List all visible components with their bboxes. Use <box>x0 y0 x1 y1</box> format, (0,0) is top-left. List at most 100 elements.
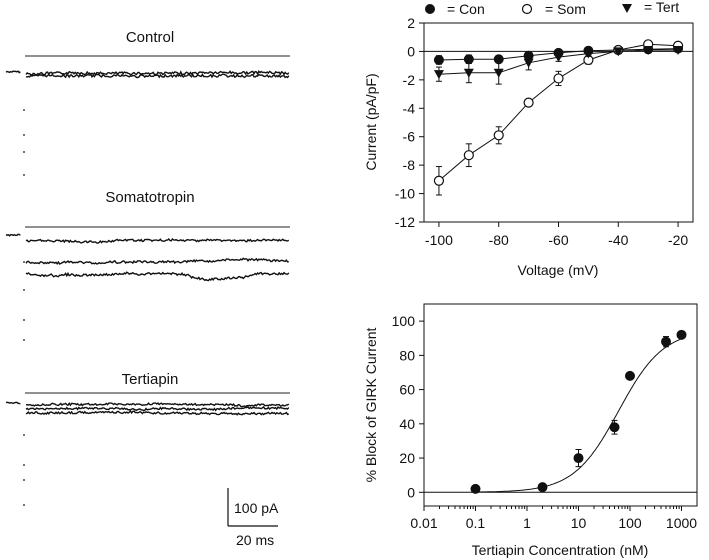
dose-response-chart: 0 20 40 60 80 100 0.01 0.1 1 10 100 1000 Tertiapin … <box>363 303 698 558</box>
iv-series <box>433 39 684 196</box>
dr-y-axis-label: % Block of GIRK Current <box>363 327 379 482</box>
dr-x-tick-label: 10 <box>571 515 587 531</box>
iv-y-axis-label: Current (pA/pF) <box>363 73 379 170</box>
dr-y-tick-label: 40 <box>399 416 415 432</box>
iv-point-som <box>523 97 534 108</box>
legend-som-marker <box>521 3 533 15</box>
capacitive-artifact-somatotropin-0 <box>23 261 25 263</box>
dr-axes: 0 20 40 60 80 100 0.01 0.1 1 10 100 1000 <box>392 313 698 531</box>
dr-y-tick-label: 80 <box>399 347 415 363</box>
iv-line-som <box>438 43 679 182</box>
dr-point <box>470 483 481 494</box>
iv-y-tick-label: -2 <box>403 72 416 88</box>
iv-point-som <box>433 175 445 186</box>
legend-marker-som <box>521 3 533 15</box>
capacitive-artifact-tertiapin-2 <box>23 479 25 481</box>
dr-fit-curve <box>475 338 681 493</box>
iv-point-tert <box>643 46 654 56</box>
iv-y-tick-label: -8 <box>403 157 416 173</box>
trace-control <box>25 70 290 76</box>
legend-label-con: = Con <box>447 1 485 17</box>
iv-x-tick-label: -80 <box>489 232 509 248</box>
trace-tertiapin-pre <box>5 401 21 405</box>
iv-x-axis-label: Voltage (mV) <box>518 262 599 278</box>
trace-tertiapin-2 <box>25 405 290 412</box>
iv-axes: -12-10-8-6-4-202-100 -80 -60 -40 -20 <box>395 15 693 248</box>
dr-y-tick-label: 0 <box>407 484 415 500</box>
dr-y-tick-label: 100 <box>392 313 416 329</box>
dr-point <box>537 482 548 493</box>
iv-chart: = Con = Som = Tert -12-10-8-6-4-202-100-… <box>363 0 694 278</box>
iv-x-tick-label: -60 <box>548 232 568 248</box>
iv-point-con <box>433 54 444 65</box>
dr-x-tick-label: 0.01 <box>410 515 437 531</box>
iv-point-tert <box>583 49 594 59</box>
trace-somatotropin-pre <box>5 233 21 237</box>
iv-point-tert <box>613 47 624 57</box>
legend-label-som: = Som <box>545 1 586 17</box>
dr-point <box>624 370 635 381</box>
trace-tertiapin-1 <box>25 401 290 408</box>
current-traces <box>5 70 290 506</box>
iv-y-tick-label: -4 <box>403 100 416 116</box>
capacitive-artifact-tertiapin-0 <box>23 434 25 436</box>
capacitive-artifact-somatotropin-1 <box>23 289 25 291</box>
trace-control-pre <box>5 70 21 74</box>
trace-tertiapin-3 <box>25 409 289 416</box>
iv-point-tert <box>433 70 444 80</box>
label-tertiapin: Tertiapin <box>122 371 179 388</box>
dr-point <box>660 336 671 347</box>
legend-label-tert: = Tert <box>644 0 679 15</box>
iv-point-tert <box>673 46 684 56</box>
dr-plot-frame <box>423 303 698 507</box>
trace-somatotropin-2 <box>25 257 289 265</box>
dr-x-tick-label: 100 <box>618 515 642 531</box>
capacitive-artifact-tertiapin-1 <box>23 464 25 466</box>
capacitive-artifact-control-0 <box>23 109 25 111</box>
capacitive-artifact-somatotropin-2 <box>23 319 25 321</box>
trace-somatotropin-3 <box>25 271 290 282</box>
iv-x-tick-label: -100 <box>425 232 453 248</box>
capacitive-artifact-control-1 <box>23 134 25 136</box>
capacitive-artifact-control-3 <box>23 174 25 176</box>
iv-y-tick-label: 2 <box>407 15 415 31</box>
iv-x-tick-label: -40 <box>608 232 628 248</box>
scale-bar-current-label: 100 pA <box>234 500 279 516</box>
legend-marker-tert <box>622 4 632 13</box>
dr-x-tick-label: 1 <box>523 515 531 531</box>
dr-x-tick-label: 0.1 <box>466 515 486 531</box>
label-control: Control <box>126 29 174 46</box>
iv-point-tert <box>553 53 564 63</box>
iv-point-tert <box>493 68 504 78</box>
trace-control-2 <box>25 73 290 79</box>
iv-y-tick-label: -10 <box>395 186 415 202</box>
trace-panel: Control Somatotropin Tertiapin 100 pA 20… <box>5 29 290 548</box>
iv-x-tick-label: -20 <box>668 232 688 248</box>
trace-somatotropin-1 <box>25 237 290 244</box>
legend-con-marker <box>425 4 435 14</box>
capacitive-artifact-somatotropin-3 <box>23 339 25 341</box>
legend-marker-con <box>425 4 435 14</box>
iv-legend: = Con = Som = Tert <box>425 0 679 17</box>
iv-y-tick-label: -12 <box>395 214 415 230</box>
dr-point <box>573 453 584 464</box>
dr-series <box>470 329 687 494</box>
iv-point-som <box>553 73 564 84</box>
label-somatotropin: Somatotropin <box>105 189 194 206</box>
dr-x-tick-label: 1000 <box>666 515 697 531</box>
capacitive-artifact-tertiapin-3 <box>23 504 25 506</box>
capacitive-artifact-control-2 <box>23 151 25 153</box>
dr-y-tick-label: 20 <box>399 450 415 466</box>
dr-x-axis-label: Tertiapin Concentration (nM) <box>472 542 649 558</box>
iv-point-som <box>463 150 474 161</box>
dr-point <box>676 329 687 340</box>
iv-y-tick-label: -6 <box>403 129 416 145</box>
legend-tert-marker <box>622 4 632 13</box>
dr-y-tick-label: 60 <box>399 382 415 398</box>
iv-y-tick-label: 0 <box>407 43 415 59</box>
iv-point-tert <box>463 68 474 78</box>
dr-point <box>609 422 620 433</box>
iv-point-tert <box>523 58 534 68</box>
scale-bar-time-label: 20 ms <box>236 532 274 548</box>
